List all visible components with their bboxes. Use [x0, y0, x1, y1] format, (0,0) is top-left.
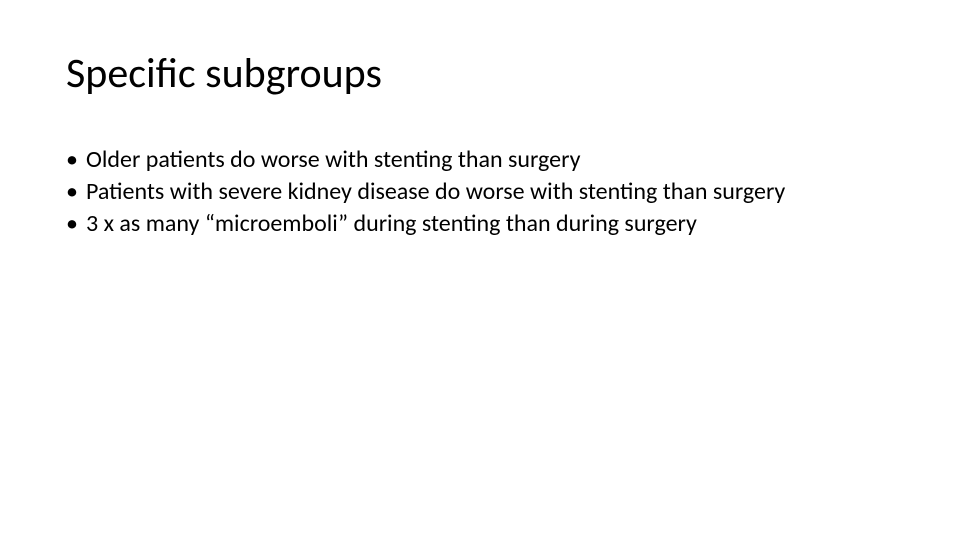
slide-title: Specific subgroups: [66, 48, 382, 99]
slide-body: Older patients do worse with stenting th…: [66, 145, 900, 241]
bullet-text: Older patients do worse with stenting th…: [86, 145, 580, 174]
bullet-list: Older patients do worse with stenting th…: [66, 145, 900, 239]
bullet-item: Older patients do worse with stenting th…: [66, 145, 900, 175]
bullet-item: Patients with severe kidney disease do w…: [66, 177, 900, 207]
bullet-text: 3 x as many “microemboli” during stentin…: [86, 209, 697, 238]
bullet-item: 3 x as many “microemboli” during stentin…: [66, 209, 900, 239]
bullet-text: Patients with severe kidney disease do w…: [86, 177, 785, 206]
slide: Specific subgroups Older patients do wor…: [0, 0, 960, 540]
